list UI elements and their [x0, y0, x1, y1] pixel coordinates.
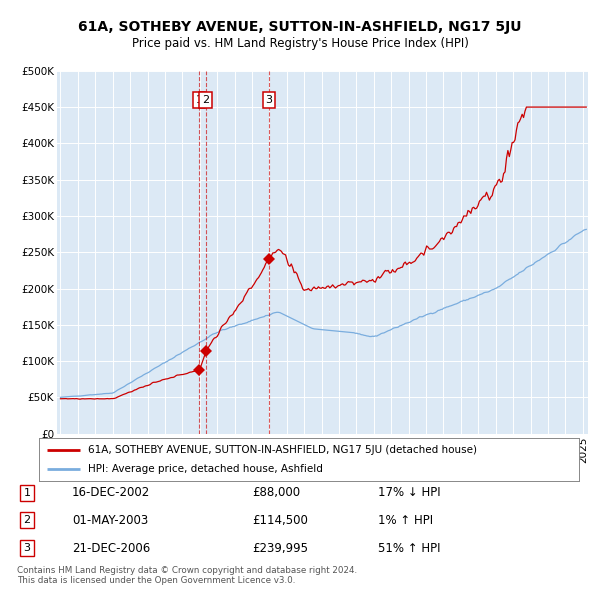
Text: 1% ↑ HPI: 1% ↑ HPI: [378, 514, 433, 527]
Text: £88,000: £88,000: [252, 486, 300, 499]
Text: 1: 1: [23, 488, 31, 497]
Text: This data is licensed under the Open Government Licence v3.0.: This data is licensed under the Open Gov…: [17, 576, 295, 585]
Text: 3: 3: [265, 95, 272, 105]
Text: 3: 3: [23, 543, 31, 553]
Text: 2: 2: [23, 516, 31, 525]
Text: £114,500: £114,500: [252, 514, 308, 527]
Text: 21-DEC-2006: 21-DEC-2006: [72, 542, 150, 555]
Text: HPI: Average price, detached house, Ashfield: HPI: Average price, detached house, Ashf…: [88, 464, 322, 474]
Text: £239,995: £239,995: [252, 542, 308, 555]
Text: Contains HM Land Registry data © Crown copyright and database right 2024.: Contains HM Land Registry data © Crown c…: [17, 566, 357, 575]
Text: 61A, SOTHEBY AVENUE, SUTTON-IN-ASHFIELD, NG17 5JU (detached house): 61A, SOTHEBY AVENUE, SUTTON-IN-ASHFIELD,…: [88, 445, 476, 455]
Text: 2: 2: [202, 95, 209, 105]
Text: 17% ↓ HPI: 17% ↓ HPI: [378, 486, 440, 499]
Text: Price paid vs. HM Land Registry's House Price Index (HPI): Price paid vs. HM Land Registry's House …: [131, 37, 469, 50]
Text: 16-DEC-2002: 16-DEC-2002: [72, 486, 150, 499]
Text: 1: 1: [196, 95, 203, 105]
Text: 01-MAY-2003: 01-MAY-2003: [72, 514, 148, 527]
Text: 61A, SOTHEBY AVENUE, SUTTON-IN-ASHFIELD, NG17 5JU: 61A, SOTHEBY AVENUE, SUTTON-IN-ASHFIELD,…: [78, 19, 522, 34]
Text: 51% ↑ HPI: 51% ↑ HPI: [378, 542, 440, 555]
